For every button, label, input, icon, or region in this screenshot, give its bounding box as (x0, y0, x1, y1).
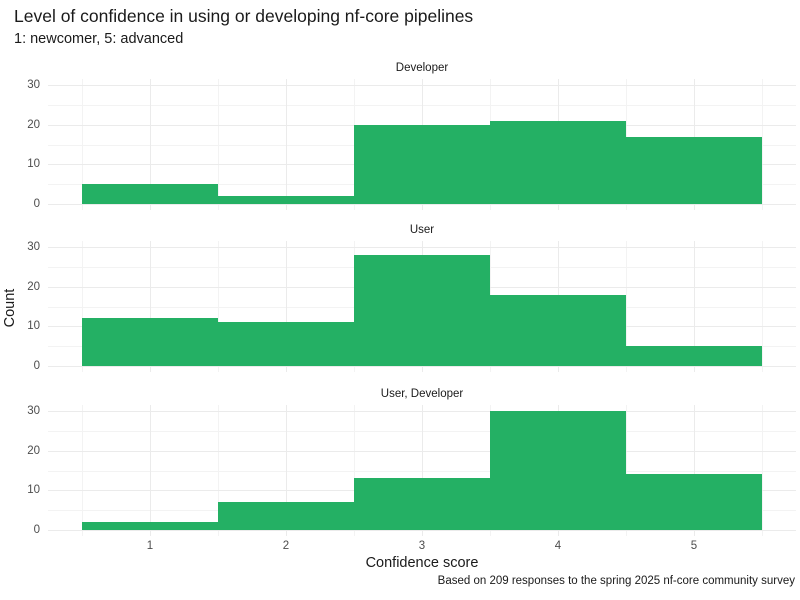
y-tick-label: 10 (27, 158, 40, 171)
histogram-bar (490, 410, 626, 531)
histogram-bar (218, 322, 354, 367)
x-tick-label: 2 (282, 540, 290, 552)
gridline-major-x (150, 79, 151, 210)
y-tick-label: 30 (27, 240, 40, 253)
y-tick-label: 0 (33, 360, 40, 373)
gridline-minor-x (626, 241, 627, 372)
y-tick-label: 10 (27, 484, 40, 497)
facet-panel (48, 79, 796, 210)
x-tick-label: 1 (146, 540, 154, 552)
y-tick-label: 30 (27, 404, 40, 417)
y-tick-label: 20 (27, 280, 40, 293)
gridline-minor-x (218, 405, 219, 536)
y-axis-title: Count (2, 288, 18, 328)
gridline-major-x (694, 241, 695, 372)
facet-strip-label: User, Developer (380, 388, 464, 400)
gridline-minor-x (762, 79, 763, 210)
y-tick-label: 20 (27, 444, 40, 457)
gridline-minor-x (82, 405, 83, 536)
y-tick-label: 10 (27, 320, 40, 333)
gridline-minor-x (218, 79, 219, 210)
gridline-major-x (422, 405, 423, 536)
histogram-bar (218, 196, 354, 205)
x-axis-title: Confidence score (365, 555, 479, 571)
gridline-minor-x (218, 241, 219, 372)
gridline-major-x (286, 405, 287, 536)
histogram-bar (626, 136, 762, 205)
facet-strip-label: Developer (395, 62, 449, 74)
histogram-bar (82, 184, 218, 205)
x-tick-label: 3 (418, 540, 426, 552)
gridline-minor-x (762, 405, 763, 536)
gridline-major-x (286, 241, 287, 372)
histogram-bar (354, 478, 490, 531)
facet-panel (48, 405, 796, 536)
gridline-minor-x (82, 79, 83, 210)
histogram-bar (490, 120, 626, 205)
histogram-bar (490, 294, 626, 367)
gridline-major-x (286, 79, 287, 210)
gridline-major-x (694, 405, 695, 536)
gridline-minor-x (354, 405, 355, 536)
gridline-minor-x (82, 241, 83, 372)
gridline-major-x (150, 241, 151, 372)
histogram-bar (82, 318, 218, 367)
plot-caption: Based on 209 responses to the spring 202… (437, 575, 795, 587)
histogram-bar (354, 124, 490, 205)
y-tick-label: 0 (33, 524, 40, 537)
x-tick-label: 5 (690, 540, 698, 552)
y-tick-label: 20 (27, 118, 40, 131)
gridline-major-x (150, 405, 151, 536)
x-tick-label: 4 (554, 540, 562, 552)
gridline-minor-x (626, 405, 627, 536)
plot-subtitle: 1: newcomer, 5: advanced (14, 31, 184, 47)
histogram-bar (82, 522, 218, 531)
histogram-bar (354, 254, 490, 367)
y-tick-label: 30 (27, 78, 40, 91)
histogram-bar (218, 502, 354, 531)
plot-title: Level of confidence in using or developi… (14, 6, 474, 26)
histogram-bar (626, 346, 762, 367)
y-tick-label: 0 (33, 198, 40, 211)
histogram-bar (626, 474, 762, 531)
facet-panel (48, 241, 796, 372)
facet-strip-label: User (409, 224, 435, 236)
gridline-minor-x (762, 241, 763, 372)
